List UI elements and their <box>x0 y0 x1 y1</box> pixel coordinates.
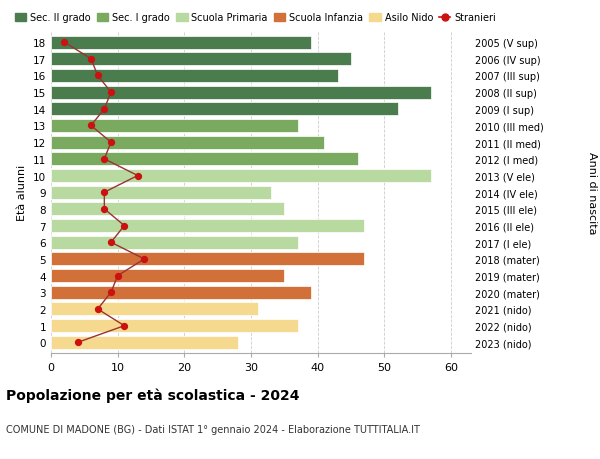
Bar <box>51 203 284 216</box>
Point <box>93 306 103 313</box>
Text: Anni di nascita: Anni di nascita <box>587 151 597 234</box>
Point <box>73 339 82 346</box>
Point <box>59 39 69 47</box>
Point <box>106 89 116 96</box>
Point <box>106 139 116 146</box>
Point <box>86 123 96 130</box>
Bar <box>51 269 284 282</box>
Text: COMUNE DI MADONE (BG) - Dati ISTAT 1° gennaio 2024 - Elaborazione TUTTITALIA.IT: COMUNE DI MADONE (BG) - Dati ISTAT 1° ge… <box>6 425 420 435</box>
Bar <box>51 319 298 332</box>
Bar <box>51 70 338 83</box>
Point <box>113 272 122 280</box>
Bar <box>51 86 431 100</box>
Bar <box>51 170 431 183</box>
Bar <box>51 336 238 349</box>
Bar <box>51 120 298 133</box>
Point <box>93 73 103 80</box>
Bar <box>51 186 271 199</box>
Bar <box>51 286 311 299</box>
Point <box>119 223 129 230</box>
Bar <box>51 136 325 149</box>
Y-axis label: Età alunni: Età alunni <box>17 165 28 221</box>
Point <box>100 156 109 163</box>
Bar <box>51 53 351 66</box>
Bar <box>51 236 298 249</box>
Bar <box>51 303 257 316</box>
Point <box>106 239 116 246</box>
Point <box>119 322 129 330</box>
Bar <box>51 36 311 50</box>
Point <box>86 56 96 63</box>
Point <box>140 256 149 263</box>
Point <box>100 106 109 113</box>
Point <box>106 289 116 297</box>
Point <box>100 189 109 196</box>
Bar <box>51 219 364 233</box>
Point <box>133 173 142 180</box>
Point <box>100 206 109 213</box>
Bar <box>51 153 358 166</box>
Legend: Sec. II grado, Sec. I grado, Scuola Primaria, Scuola Infanzia, Asilo Nido, Stran: Sec. II grado, Sec. I grado, Scuola Prim… <box>11 10 500 27</box>
Bar <box>51 103 398 116</box>
Text: Popolazione per età scolastica - 2024: Popolazione per età scolastica - 2024 <box>6 388 299 403</box>
Bar <box>51 253 364 266</box>
